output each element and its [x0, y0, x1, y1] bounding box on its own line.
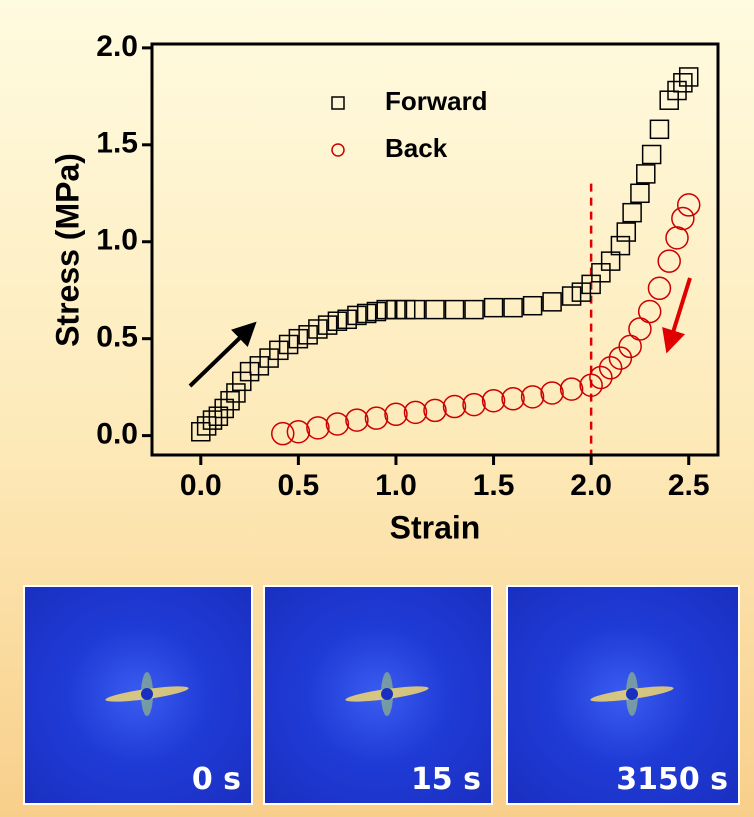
data-point: [426, 301, 444, 319]
data-point: [287, 421, 309, 443]
arrow: [190, 330, 248, 386]
image-label: 3150 s: [616, 762, 728, 797]
data-point: [326, 413, 348, 435]
data-point: [328, 312, 346, 330]
data-point: [590, 366, 612, 388]
legend-label: Back: [385, 133, 448, 163]
legend-marker: [332, 97, 344, 109]
y-tick-label: 1.0: [96, 224, 138, 257]
data-point: [367, 303, 385, 321]
data-point: [358, 304, 376, 322]
data-point: [260, 349, 278, 367]
data-point: [666, 227, 688, 249]
image-label: 0 s: [192, 762, 241, 797]
data-point: [404, 401, 426, 423]
data-point: [307, 417, 329, 439]
data-point: [446, 301, 464, 319]
data-point: [365, 407, 387, 429]
data-point: [387, 301, 405, 319]
data-point: [346, 409, 368, 431]
data-point: [631, 184, 649, 202]
data-point: [250, 357, 268, 375]
data-point: [338, 310, 356, 328]
data-point: [643, 146, 661, 164]
x-tick-label: 2.5: [668, 469, 710, 502]
data-point: [678, 194, 700, 216]
y-tick-label: 0.0: [96, 418, 138, 451]
image-panel: 0 s: [23, 585, 253, 805]
data-point: [658, 250, 680, 272]
data-point: [299, 326, 317, 344]
data-point: [204, 411, 222, 429]
data-point: [672, 207, 694, 229]
data-point: [629, 318, 651, 340]
data-point: [309, 320, 327, 338]
data-point: [680, 68, 698, 86]
data-point: [319, 316, 337, 334]
data-point: [524, 297, 542, 315]
y-axis-label: Stress (MPa): [49, 153, 85, 347]
data-point: [674, 74, 692, 92]
data-point: [563, 287, 581, 305]
data-point: [639, 301, 661, 323]
x-tick-label: 0.5: [278, 469, 320, 502]
x-axis-label: Strain: [390, 509, 481, 545]
data-point: [463, 394, 485, 416]
x-tick-label: 1.0: [375, 469, 417, 502]
data-point: [385, 403, 407, 425]
y-tick-label: 0.5: [96, 321, 138, 354]
data-point: [348, 306, 366, 324]
image-panel: 3150 s: [506, 585, 740, 805]
data-point: [424, 399, 446, 421]
y-tick-label: 1.5: [96, 127, 138, 160]
image-panel: 15 s: [263, 585, 493, 805]
x-tick-label: 0.0: [180, 469, 222, 502]
data-point: [397, 301, 415, 319]
legend-marker: [332, 144, 344, 156]
data-point: [543, 293, 561, 311]
figure: Stress (MPa) Strain 0.0 0.5 1.0 1.5 2.0 0.0 0.…: [0, 0, 754, 817]
x-tick-label: 2.0: [570, 469, 612, 502]
x-tick-label: 1.5: [473, 469, 515, 502]
legend-label: Forward: [385, 86, 488, 116]
data-point: [623, 204, 641, 222]
data-point: [648, 277, 670, 299]
data-point: [637, 165, 655, 183]
data-point: [192, 423, 210, 441]
data-point: [572, 283, 590, 301]
arrow: [670, 278, 690, 342]
data-point: [617, 223, 635, 241]
data-point: [541, 382, 563, 404]
data-point: [592, 264, 610, 282]
y-tick-label: 2.0: [96, 30, 138, 63]
data-point: [272, 423, 294, 445]
chart: Stress (MPa) Strain 0.0 0.5 1.0 1.5 2.0 0.0 0.…: [0, 0, 754, 560]
data-point: [504, 299, 522, 317]
data-point: [485, 299, 503, 317]
data-point: [280, 335, 298, 353]
image-label: 15 s: [411, 762, 481, 797]
data-point: [444, 396, 466, 418]
data-point: [600, 357, 622, 379]
data-point: [377, 301, 395, 319]
data-point: [465, 301, 483, 319]
data-point: [483, 390, 505, 412]
data-point: [650, 120, 668, 138]
data-point: [502, 388, 524, 410]
data-point: [522, 386, 544, 408]
data-point: [270, 341, 288, 359]
data-point: [561, 378, 583, 400]
data-point: [289, 330, 307, 348]
data-point: [406, 301, 424, 319]
